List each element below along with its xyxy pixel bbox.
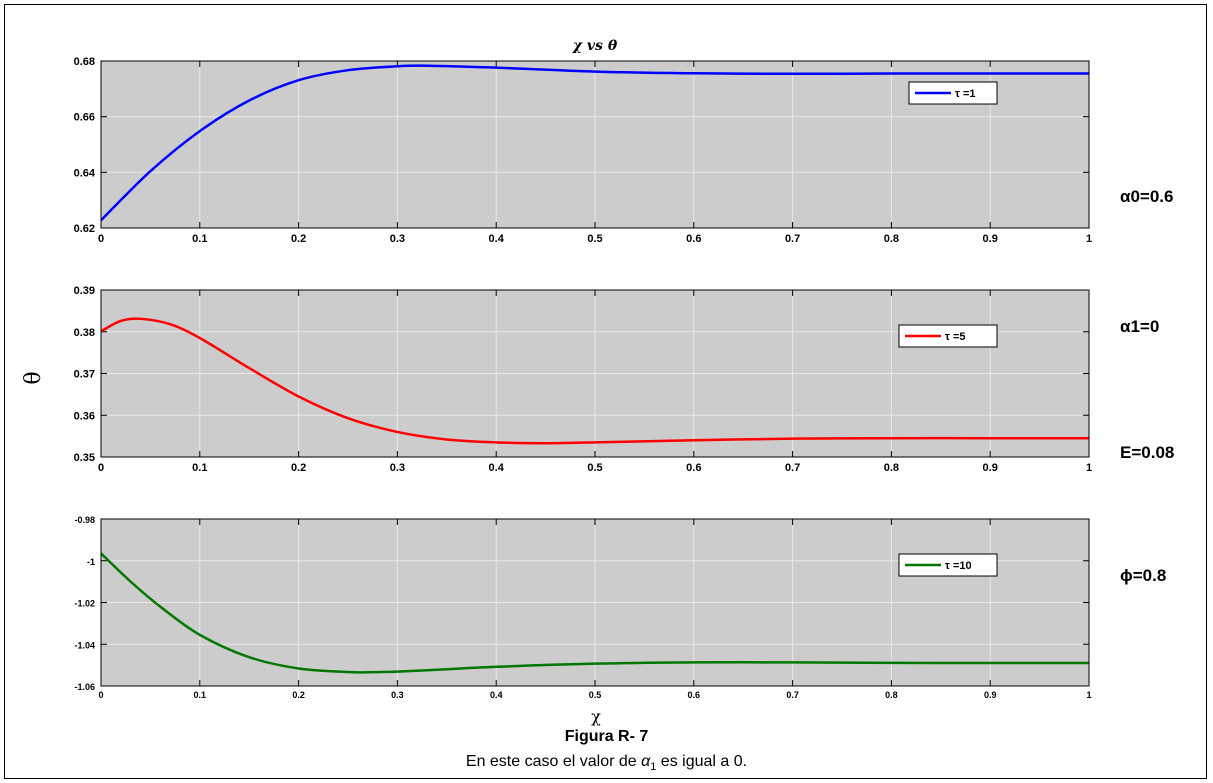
y-tick-label: -1.04 [74, 640, 95, 650]
chart-panel-2: 0 0.1 0.2 0.3 0.4 0.5 0.6 0.7 0.8 0.9 1 0.35 0.36 0.3… [74, 285, 1092, 474]
x-tick-label: 1 [1086, 462, 1092, 474]
legend-label: τ =10 [945, 560, 972, 572]
y-tick-label: 0.64 [74, 167, 96, 179]
x-tick-label: 0.8 [884, 233, 899, 245]
legend-label: τ =1 [955, 88, 976, 100]
y-tick-label: -1.02 [74, 599, 95, 609]
figure-y-axis-label: θ [21, 371, 46, 384]
plot-frame [100, 518, 1090, 687]
x-tick-label: 0.7 [786, 690, 799, 700]
param-alpha0: α0=0.6 [1120, 187, 1174, 206]
caption-subscript: 1 [650, 761, 657, 774]
x-tick-label: 0.2 [291, 462, 306, 474]
x-tick-label: 0.1 [192, 233, 207, 245]
param-E: E=0.08 [1120, 443, 1175, 462]
legend-box [898, 553, 998, 577]
x-tick-label: 0.1 [194, 690, 207, 700]
chart-title: χ vs θ [572, 38, 618, 54]
x-tick-label: 0.4 [490, 690, 503, 700]
x-tick-label: 0.3 [390, 233, 405, 245]
caption-prefix: En este caso el valor de [465, 753, 642, 770]
caption-symbol: α [641, 753, 651, 770]
caption-suffix: es igual a 0. [656, 753, 748, 770]
x-tick-label: 0.9 [983, 462, 998, 474]
y-tick-label: 0.35 [74, 452, 95, 464]
series-line [100, 64, 1089, 222]
y-tick-label: 0.39 [74, 285, 95, 297]
y-tick-label: 0.62 [74, 223, 95, 235]
x-tick-label: 0.4 [489, 233, 505, 245]
x-tick-label: 0.1 [192, 462, 207, 474]
y-tick-label: -1 [87, 557, 95, 567]
y-tick-label: 0.37 [74, 369, 95, 381]
y-tick-label: -0.98 [74, 515, 95, 525]
x-tick-label: 0.8 [884, 462, 899, 474]
x-tick-label: 0 [98, 690, 103, 700]
x-tick-label: 0.5 [589, 690, 602, 700]
figure-caption-title: Figura R- 7 [564, 728, 649, 745]
legend-label: τ =5 [945, 331, 966, 343]
y-tick-label: 0.68 [74, 56, 95, 68]
x-tick-label: 0.2 [292, 690, 305, 700]
x-tick-label: 0.9 [983, 233, 998, 245]
figure-x-axis-label: χ [591, 707, 601, 726]
x-tick-label: 0.6 [688, 690, 701, 700]
legend-box [908, 81, 998, 105]
x-tick-label: 0.7 [785, 233, 800, 245]
series-line [100, 317, 1089, 445]
x-tick-label: 0 [98, 462, 104, 474]
figure-caption: En este caso el valor de α1 es igual a 0… [0, 753, 1213, 773]
chart-panel-3: 0 0.1 0.2 0.3 0.4 0.5 0.6 0.7 0.8 0.9 1 -1.06 -1.04 -… [74, 515, 1091, 700]
param-phi: ϕ=0.8 [1120, 566, 1167, 585]
y-tick-label: 0.38 [74, 327, 95, 339]
series-line [100, 552, 1090, 674]
param-alpha1: α1=0 [1120, 317, 1160, 336]
x-tick-label: 0 [98, 233, 104, 245]
y-tick-label: 0.66 [74, 112, 95, 124]
x-tick-label: 0.4 [489, 462, 505, 474]
x-tick-label: 1 [1086, 690, 1091, 700]
y-tick-label: -1.06 [74, 682, 95, 692]
legend: τ =10 [898, 553, 998, 577]
legend: τ =5 [898, 324, 998, 348]
y-tick-label: 0.36 [74, 410, 95, 422]
x-tick-label: 0.6 [686, 462, 701, 474]
chart-panel-1: 0 0.1 0.2 0.3 0.4 0.5 0.6 0.7 0.8 0.9 1 0.62 0.64 0.6… [74, 38, 1092, 245]
x-tick-label: 0.8 [885, 690, 898, 700]
figure-frame [4, 4, 1207, 779]
x-tick-label: 0.5 [587, 462, 602, 474]
legend: τ =1 [908, 81, 998, 105]
legend-box [898, 324, 998, 348]
plot-frame [100, 289, 1090, 458]
x-tick-label: 0.6 [686, 233, 701, 245]
plot-frame [100, 60, 1090, 229]
x-tick-label: 0.3 [390, 462, 405, 474]
x-tick-label: 0.5 [587, 233, 602, 245]
x-tick-label: 1 [1086, 233, 1092, 245]
x-tick-label: 0.3 [391, 690, 404, 700]
x-tick-label: 0.7 [785, 462, 800, 474]
x-tick-label: 0.2 [291, 233, 306, 245]
x-tick-label: 0.9 [984, 690, 997, 700]
